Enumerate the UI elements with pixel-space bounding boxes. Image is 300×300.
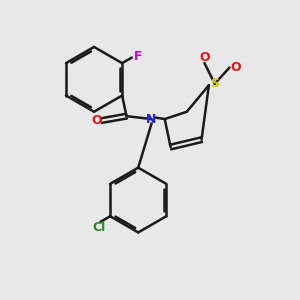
Text: Cl: Cl bbox=[92, 220, 106, 234]
Text: S: S bbox=[210, 77, 219, 90]
Text: O: O bbox=[230, 61, 241, 74]
Text: O: O bbox=[91, 114, 101, 127]
Text: N: N bbox=[146, 112, 157, 126]
Text: O: O bbox=[199, 51, 210, 64]
Text: F: F bbox=[134, 50, 143, 63]
